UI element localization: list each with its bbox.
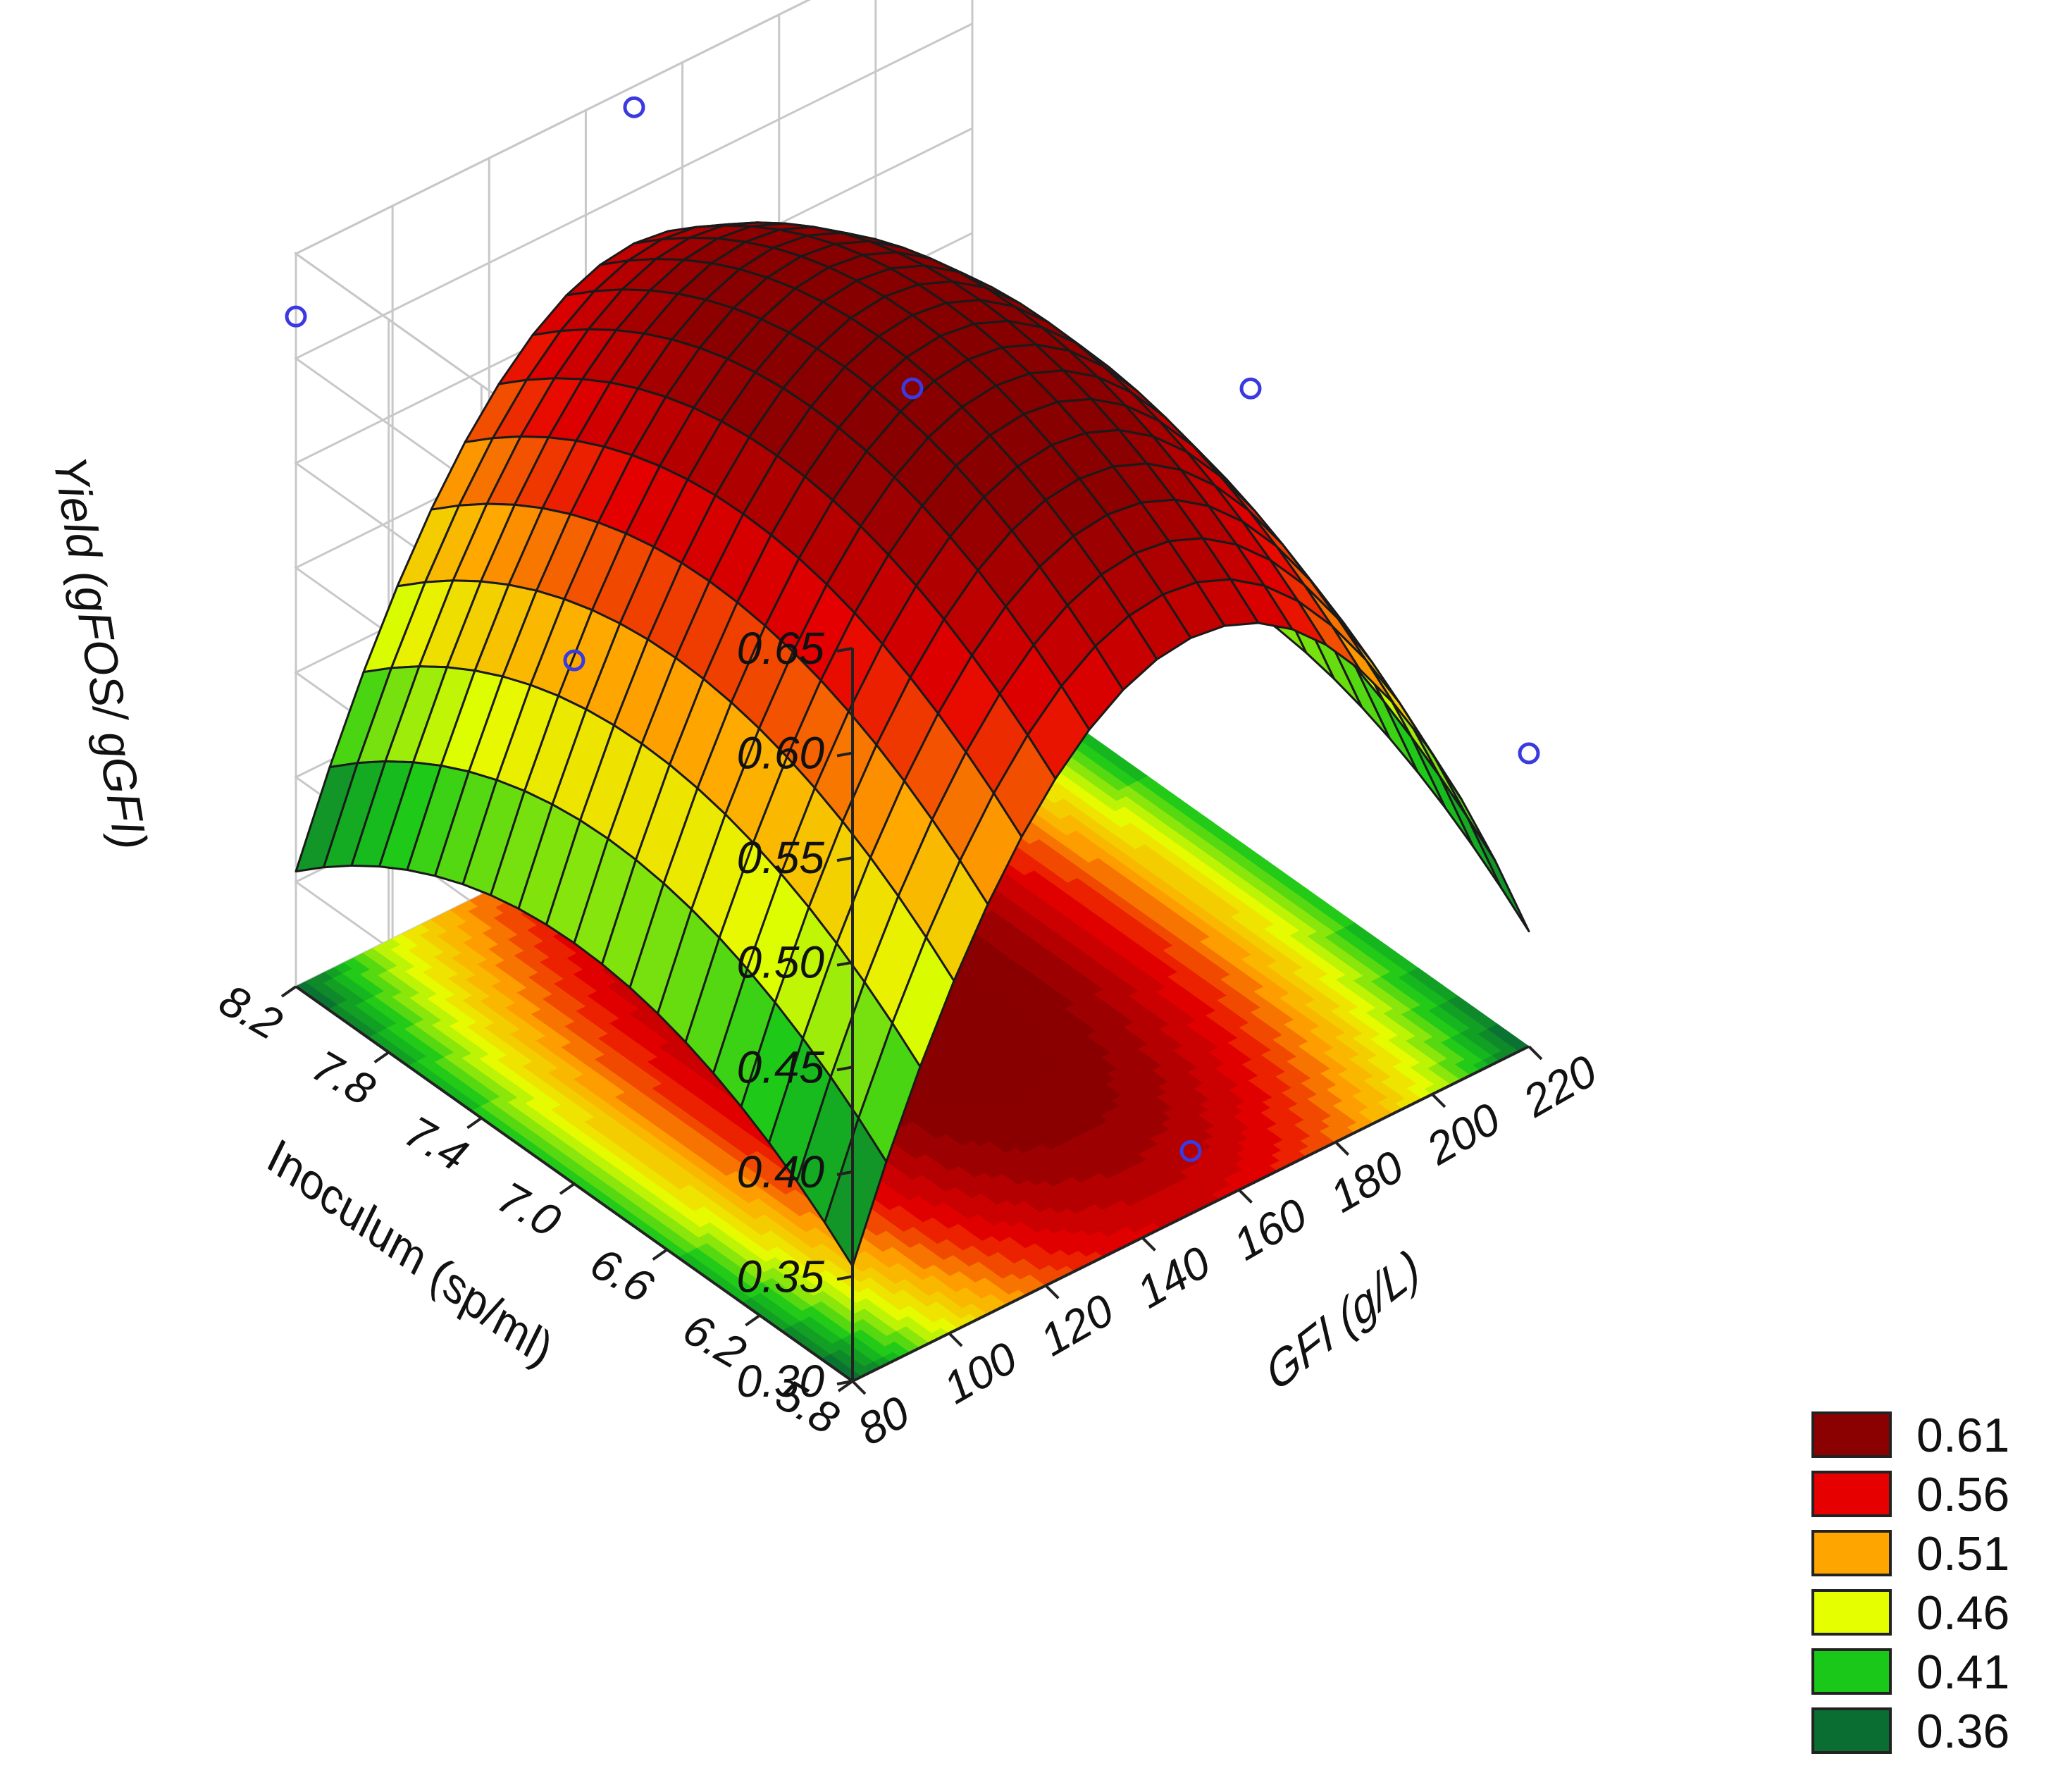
chart-root: 0.30 0.35 0.40 0.45 0.50 0.55 0.60 0.65 80 100 120… (44, 0, 2009, 1758)
surface-plot: 0.300.350.400.450.500.550.600.6580100120… (44, 0, 2009, 1758)
